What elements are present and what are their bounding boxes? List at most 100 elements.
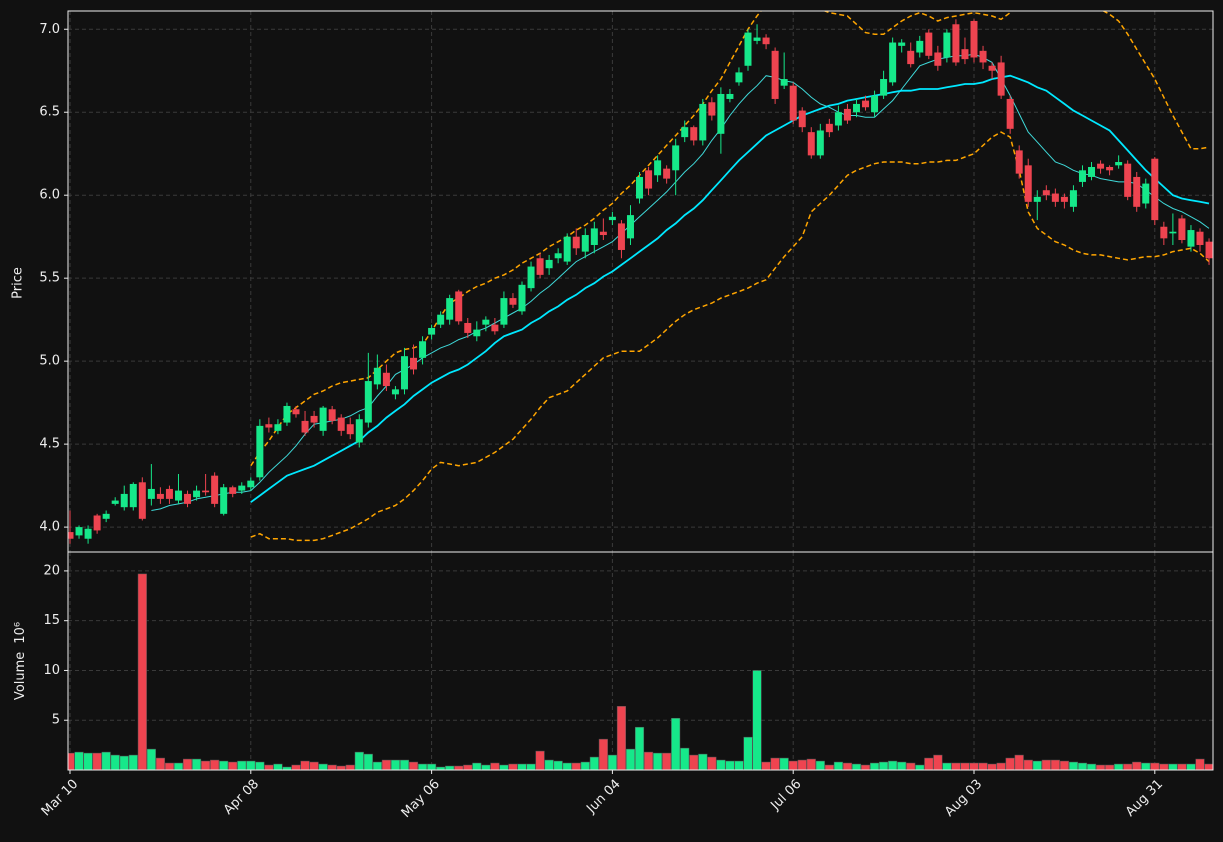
candle-body [68, 532, 74, 539]
volume-bar [625, 748, 636, 770]
volume-bar [182, 758, 193, 770]
volume-bar [598, 738, 608, 770]
volume-bar [571, 762, 581, 770]
volume-bar [273, 763, 283, 770]
volume-bar [110, 754, 120, 770]
volume-bar [354, 751, 364, 770]
candle-body [563, 236, 571, 262]
candle-body [301, 420, 309, 433]
candle-body [789, 85, 797, 121]
candle-body [1124, 163, 1132, 197]
candle-body [1006, 98, 1014, 129]
volume-bar [951, 762, 961, 770]
candle-body [871, 95, 879, 113]
candle-body [717, 93, 725, 134]
volume-bar [399, 759, 410, 770]
candle-body [825, 123, 833, 133]
volume-bar [689, 754, 699, 770]
volume-bar [1141, 762, 1151, 770]
candle-body [419, 341, 427, 358]
candle-body [654, 160, 662, 176]
volume-bar [761, 761, 771, 770]
volume-bar [634, 726, 645, 770]
y-tick-label: 5.5 [39, 271, 60, 286]
volume-bar [164, 762, 174, 770]
volume-bar [915, 764, 925, 770]
candle-body [174, 490, 182, 501]
volume-bar [833, 761, 843, 770]
y-tick-label: 5 [52, 713, 60, 728]
volume-bar [707, 756, 717, 770]
volume-bar [408, 761, 419, 770]
volume-bar [580, 761, 590, 770]
volume-bar [255, 761, 265, 770]
volume-bar [969, 762, 979, 770]
volume-bar [671, 717, 681, 770]
candle-body [75, 527, 83, 536]
volume-bar [1014, 754, 1024, 770]
candle-body [626, 215, 634, 239]
volume-bar [372, 761, 382, 770]
volume-bar [888, 760, 898, 770]
candle-body [843, 108, 851, 121]
candle-body [364, 381, 372, 423]
volume-bar [743, 736, 753, 770]
volume-bar [101, 751, 111, 770]
volume-label: Volume [13, 652, 28, 700]
candle-body [645, 170, 653, 189]
candle-body [247, 480, 255, 488]
volume-bar [1077, 762, 1088, 770]
candle-body [1106, 166, 1114, 171]
volume-bar [1168, 763, 1178, 770]
candle-body [1151, 158, 1159, 221]
volume-bar [210, 759, 220, 770]
volume-bar [960, 762, 970, 770]
volume-bar [824, 764, 834, 770]
candle-body [599, 231, 607, 236]
candle-body [608, 216, 616, 221]
volume-bar [544, 759, 554, 770]
volume-bar [680, 747, 690, 770]
candle-body [156, 493, 164, 499]
volume-bar [662, 752, 672, 770]
candle-body [509, 298, 517, 305]
volume-bar [363, 753, 373, 770]
volume-bar [1204, 763, 1213, 770]
volume-bar [589, 756, 599, 770]
volume-bar [1032, 760, 1042, 770]
candle-body [753, 37, 761, 41]
volume-bar [517, 763, 527, 770]
candle-body [527, 266, 535, 289]
volume-bar [427, 763, 437, 770]
volume-bar [291, 764, 301, 770]
candle-body [1142, 183, 1150, 204]
moving-line [250, 131, 1210, 542]
candle-body [1169, 231, 1177, 234]
volume-bar [797, 759, 807, 770]
volume-bar [942, 762, 952, 770]
candle-body [1088, 166, 1096, 177]
candle-body [943, 32, 951, 58]
volume-bar [1114, 763, 1124, 770]
volume-bar [978, 762, 988, 770]
candle-body [925, 32, 933, 56]
volume-bar [1005, 757, 1015, 770]
candle-body [382, 372, 390, 387]
y-tick-label: 7.0 [39, 22, 60, 37]
volume-bar [815, 760, 825, 770]
volume-bar [137, 573, 147, 770]
candle-body [1097, 163, 1105, 169]
volume-bar [779, 757, 789, 770]
volume-bar [526, 763, 536, 770]
candle-body [1115, 162, 1123, 166]
volume-bar [390, 759, 400, 770]
candle-body [1187, 230, 1195, 247]
candle-body [84, 528, 92, 539]
volume-bar [336, 765, 346, 770]
volume-bar [74, 751, 84, 770]
volume-bar [1050, 759, 1060, 770]
volume-bar [644, 751, 654, 770]
volume-bar [246, 760, 256, 770]
candle-body [1015, 150, 1023, 174]
volume-bar [264, 764, 274, 770]
